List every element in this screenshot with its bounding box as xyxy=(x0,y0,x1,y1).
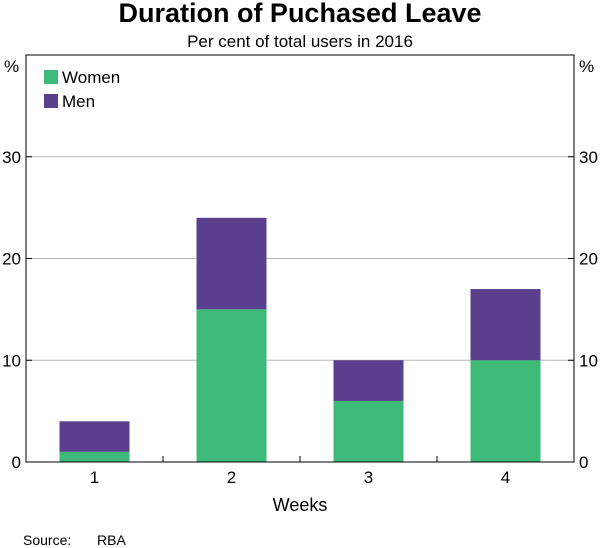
y-ticks-left: 0 10 20 30 xyxy=(2,148,32,472)
y-tick-label-left: 30 xyxy=(2,148,21,167)
x-tick-label: 1 xyxy=(90,468,99,487)
x-tick-label: 3 xyxy=(364,468,373,487)
y-tick-label-right: 10 xyxy=(579,351,598,370)
legend: Women Men xyxy=(44,68,120,111)
y-unit-left: % xyxy=(4,57,19,76)
y-tick-label-right: 20 xyxy=(579,250,598,269)
y-tick-label-right: 30 xyxy=(579,148,598,167)
y-tick-label-left: 20 xyxy=(2,250,21,269)
bar-men-week-1 xyxy=(59,421,130,452)
y-ticks-right: 0 10 20 30 xyxy=(568,148,598,472)
legend-swatch-women xyxy=(44,70,58,84)
legend-swatch-men xyxy=(44,94,58,108)
legend-label-women: Women xyxy=(62,68,120,87)
x-tick-label: 4 xyxy=(501,468,510,487)
bar-women-week-3 xyxy=(333,400,404,462)
bar-women-week-2 xyxy=(196,309,267,462)
chart-title: Duration of Puchased Leave xyxy=(118,0,481,28)
chart-subtitle: Per cent of total users in 2016 xyxy=(187,32,413,51)
source-label: Source: xyxy=(23,532,71,548)
bar-men-week-4 xyxy=(470,289,541,361)
legend-label-men: Men xyxy=(62,92,95,111)
bar-women-week-4 xyxy=(470,360,541,462)
x-ticks: 1 2 3 4 xyxy=(90,456,510,487)
y-tick-label-right: 0 xyxy=(579,453,588,472)
y-tick-label-left: 10 xyxy=(2,351,21,370)
x-tick-label: 2 xyxy=(227,468,236,487)
bar-men-week-3 xyxy=(333,360,404,401)
bar-women-week-1 xyxy=(59,451,130,462)
bar-men-week-2 xyxy=(196,217,267,310)
y-tick-label-left: 0 xyxy=(12,453,21,472)
y-unit-right: % xyxy=(579,57,594,76)
x-axis-title: Weeks xyxy=(273,495,328,515)
bars xyxy=(59,217,541,462)
source-value: RBA xyxy=(97,532,126,548)
